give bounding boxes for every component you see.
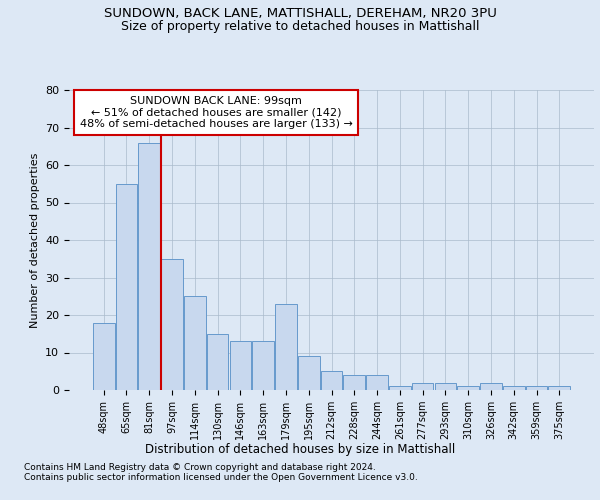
Text: SUNDOWN BACK LANE: 99sqm
← 51% of detached houses are smaller (142)
48% of semi-: SUNDOWN BACK LANE: 99sqm ← 51% of detach…: [80, 96, 352, 129]
Bar: [457, 386, 479, 390]
Y-axis label: Number of detached properties: Number of detached properties: [29, 152, 40, 328]
Text: Size of property relative to detached houses in Mattishall: Size of property relative to detached ho…: [121, 20, 479, 33]
Bar: [343, 375, 365, 390]
Bar: [298, 356, 320, 390]
Text: Contains public sector information licensed under the Open Government Licence v3: Contains public sector information licen…: [24, 474, 418, 482]
Bar: [389, 386, 410, 390]
Bar: [412, 382, 433, 390]
Bar: [139, 142, 160, 390]
Bar: [320, 371, 343, 390]
Text: SUNDOWN, BACK LANE, MATTISHALL, DEREHAM, NR20 3PU: SUNDOWN, BACK LANE, MATTISHALL, DEREHAM,…: [104, 8, 496, 20]
Bar: [366, 375, 388, 390]
Bar: [161, 259, 183, 390]
Bar: [184, 296, 206, 390]
Bar: [548, 386, 570, 390]
Bar: [434, 382, 456, 390]
Bar: [230, 341, 251, 390]
Text: Distribution of detached houses by size in Mattishall: Distribution of detached houses by size …: [145, 442, 455, 456]
Bar: [93, 322, 115, 390]
Bar: [116, 184, 137, 390]
Bar: [480, 382, 502, 390]
Bar: [275, 304, 297, 390]
Bar: [253, 341, 274, 390]
Bar: [207, 334, 229, 390]
Bar: [503, 386, 524, 390]
Text: Contains HM Land Registry data © Crown copyright and database right 2024.: Contains HM Land Registry data © Crown c…: [24, 462, 376, 471]
Bar: [526, 386, 547, 390]
